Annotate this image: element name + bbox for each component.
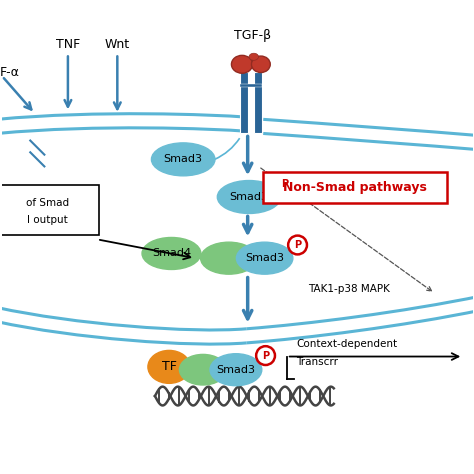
- Text: TGF-β: TGF-β: [234, 29, 272, 42]
- Text: Transcrr: Transcrr: [296, 357, 338, 367]
- FancyBboxPatch shape: [263, 172, 447, 203]
- Text: Smad3: Smad3: [245, 253, 284, 263]
- Circle shape: [256, 346, 275, 365]
- Circle shape: [288, 236, 307, 255]
- Text: Smad3: Smad3: [229, 192, 269, 202]
- Ellipse shape: [142, 237, 201, 270]
- Text: of Smad: of Smad: [26, 198, 69, 208]
- Ellipse shape: [180, 355, 227, 385]
- Text: P: P: [281, 179, 288, 189]
- Ellipse shape: [201, 242, 257, 274]
- Text: TF: TF: [162, 360, 176, 374]
- FancyBboxPatch shape: [240, 73, 248, 133]
- Text: Smad3: Smad3: [217, 365, 255, 375]
- Ellipse shape: [251, 56, 270, 73]
- Ellipse shape: [249, 53, 258, 60]
- Text: Smad4: Smad4: [152, 248, 191, 258]
- Text: F-α: F-α: [0, 66, 19, 79]
- Ellipse shape: [151, 143, 215, 176]
- Text: Non-Smad pathways: Non-Smad pathways: [283, 181, 427, 194]
- Text: Context-dependent: Context-dependent: [296, 338, 397, 348]
- Ellipse shape: [217, 181, 281, 213]
- Text: Smad3: Smad3: [164, 155, 203, 164]
- Text: P: P: [262, 351, 269, 361]
- Ellipse shape: [210, 354, 262, 386]
- Ellipse shape: [231, 55, 253, 73]
- Text: l output: l output: [27, 215, 68, 225]
- Text: Wnt: Wnt: [105, 37, 130, 51]
- FancyBboxPatch shape: [0, 185, 100, 235]
- Text: TNF: TNF: [56, 37, 80, 51]
- Ellipse shape: [237, 242, 293, 274]
- Ellipse shape: [148, 350, 190, 383]
- Text: P: P: [294, 240, 301, 250]
- FancyBboxPatch shape: [254, 73, 262, 133]
- Text: TAK1-p38 MAPK: TAK1-p38 MAPK: [308, 284, 390, 294]
- FancyBboxPatch shape: [240, 84, 262, 87]
- Circle shape: [275, 174, 294, 193]
